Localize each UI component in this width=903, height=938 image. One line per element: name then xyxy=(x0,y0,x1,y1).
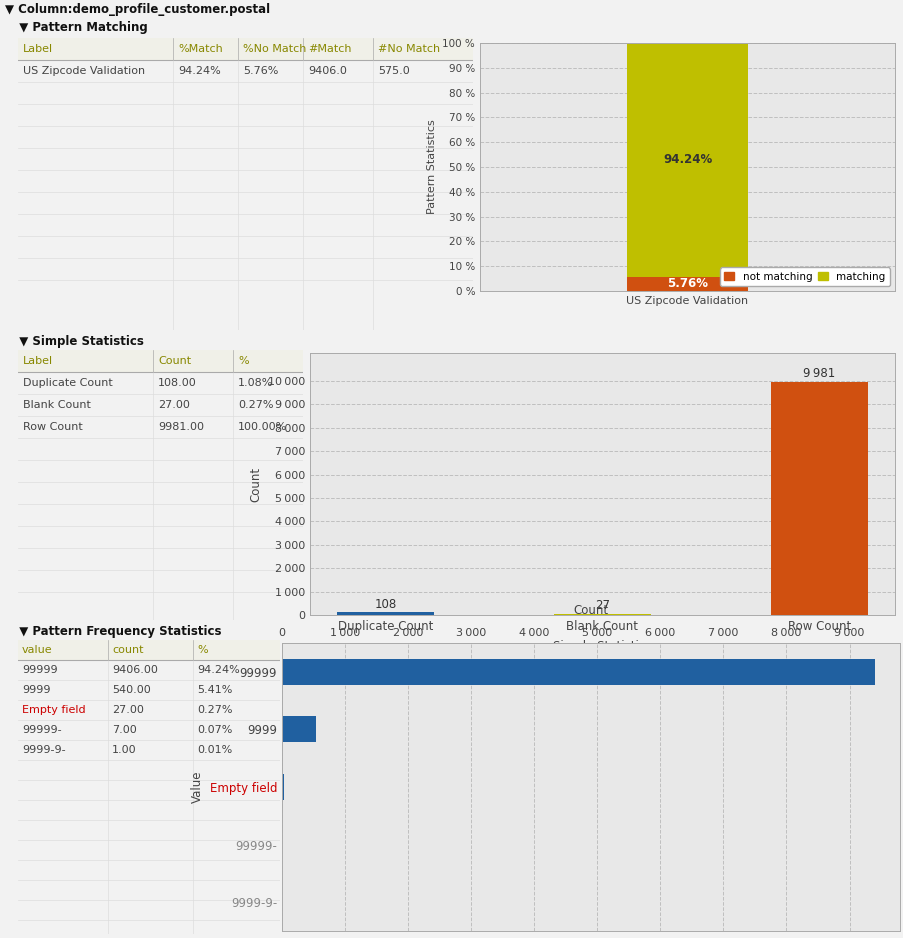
Text: 0.27%: 0.27% xyxy=(197,705,232,715)
Text: US Zipcode Validation: US Zipcode Validation xyxy=(23,66,145,76)
Y-axis label: Value: Value xyxy=(191,771,204,803)
Text: 99999: 99999 xyxy=(22,665,58,675)
Bar xyxy=(336,613,433,615)
Text: 100.00%: 100.00% xyxy=(237,422,287,432)
Text: 9 981: 9 981 xyxy=(803,367,834,380)
Text: 94.24%: 94.24% xyxy=(178,66,220,76)
Text: 0.27%: 0.27% xyxy=(237,400,274,410)
Text: 108: 108 xyxy=(374,598,396,611)
Text: ▼ Pattern Matching: ▼ Pattern Matching xyxy=(11,21,147,34)
Y-axis label: Count: Count xyxy=(249,466,262,502)
Text: 27.00: 27.00 xyxy=(158,400,190,410)
Text: 5.76%: 5.76% xyxy=(666,278,707,291)
Text: count: count xyxy=(112,645,144,655)
Text: 5.76%: 5.76% xyxy=(243,66,278,76)
Text: 27.00: 27.00 xyxy=(112,705,144,715)
Text: %: % xyxy=(197,645,208,655)
Text: ▼ Simple Statistics: ▼ Simple Statistics xyxy=(11,335,144,348)
Text: Empty field: Empty field xyxy=(22,705,86,715)
Text: 9406.0: 9406.0 xyxy=(308,66,347,76)
Text: ▼ Column:demo_profile_customer.postal: ▼ Column:demo_profile_customer.postal xyxy=(5,4,270,17)
Text: 9406.00: 9406.00 xyxy=(112,665,158,675)
Text: 7.00: 7.00 xyxy=(112,725,136,735)
X-axis label: Simple Statistics: Simple Statistics xyxy=(553,640,651,653)
Text: 1.00: 1.00 xyxy=(112,745,136,755)
Text: value: value xyxy=(22,645,52,655)
Text: 0.07%: 0.07% xyxy=(197,725,232,735)
Text: 9999: 9999 xyxy=(22,685,51,695)
Text: Blank Count: Blank Count xyxy=(23,400,91,410)
Text: Label: Label xyxy=(23,356,53,366)
Text: 27: 27 xyxy=(594,599,610,613)
Text: 9981.00: 9981.00 xyxy=(158,422,204,432)
Text: ▼ Pattern Frequency Statistics: ▼ Pattern Frequency Statistics xyxy=(12,625,222,638)
Text: 5.41%: 5.41% xyxy=(197,685,232,695)
Y-axis label: Pattern Statistics: Pattern Statistics xyxy=(426,120,436,215)
Text: Row Count: Row Count xyxy=(23,422,83,432)
Text: 94.24%: 94.24% xyxy=(662,153,712,166)
Bar xyxy=(627,277,747,291)
Bar xyxy=(18,38,472,60)
Bar xyxy=(18,350,303,372)
Text: #Match: #Match xyxy=(308,44,351,54)
Text: %Match: %Match xyxy=(178,44,222,54)
Text: Duplicate Count: Duplicate Count xyxy=(23,378,113,388)
Text: %: % xyxy=(237,356,248,366)
Text: #No Match: #No Match xyxy=(377,44,440,54)
Bar xyxy=(282,717,316,742)
Bar xyxy=(770,382,868,615)
Text: 99999-: 99999- xyxy=(22,725,61,735)
Text: 9999-9-: 9999-9- xyxy=(22,745,66,755)
Text: 0.01%: 0.01% xyxy=(197,745,232,755)
Text: 575.0: 575.0 xyxy=(377,66,409,76)
Legend: not matching, matching: not matching, matching xyxy=(719,267,889,286)
Bar xyxy=(18,640,280,660)
Text: Count: Count xyxy=(158,356,191,366)
Text: 108.00: 108.00 xyxy=(158,378,197,388)
Text: 1.08%: 1.08% xyxy=(237,378,273,388)
Bar xyxy=(627,43,747,277)
Text: 540.00: 540.00 xyxy=(112,685,151,695)
Text: %No Match: %No Match xyxy=(243,44,306,54)
X-axis label: Count: Count xyxy=(573,604,608,617)
Text: 94.24%: 94.24% xyxy=(197,665,239,675)
Bar xyxy=(282,774,284,800)
Bar xyxy=(282,658,874,685)
Text: Label: Label xyxy=(23,44,53,54)
